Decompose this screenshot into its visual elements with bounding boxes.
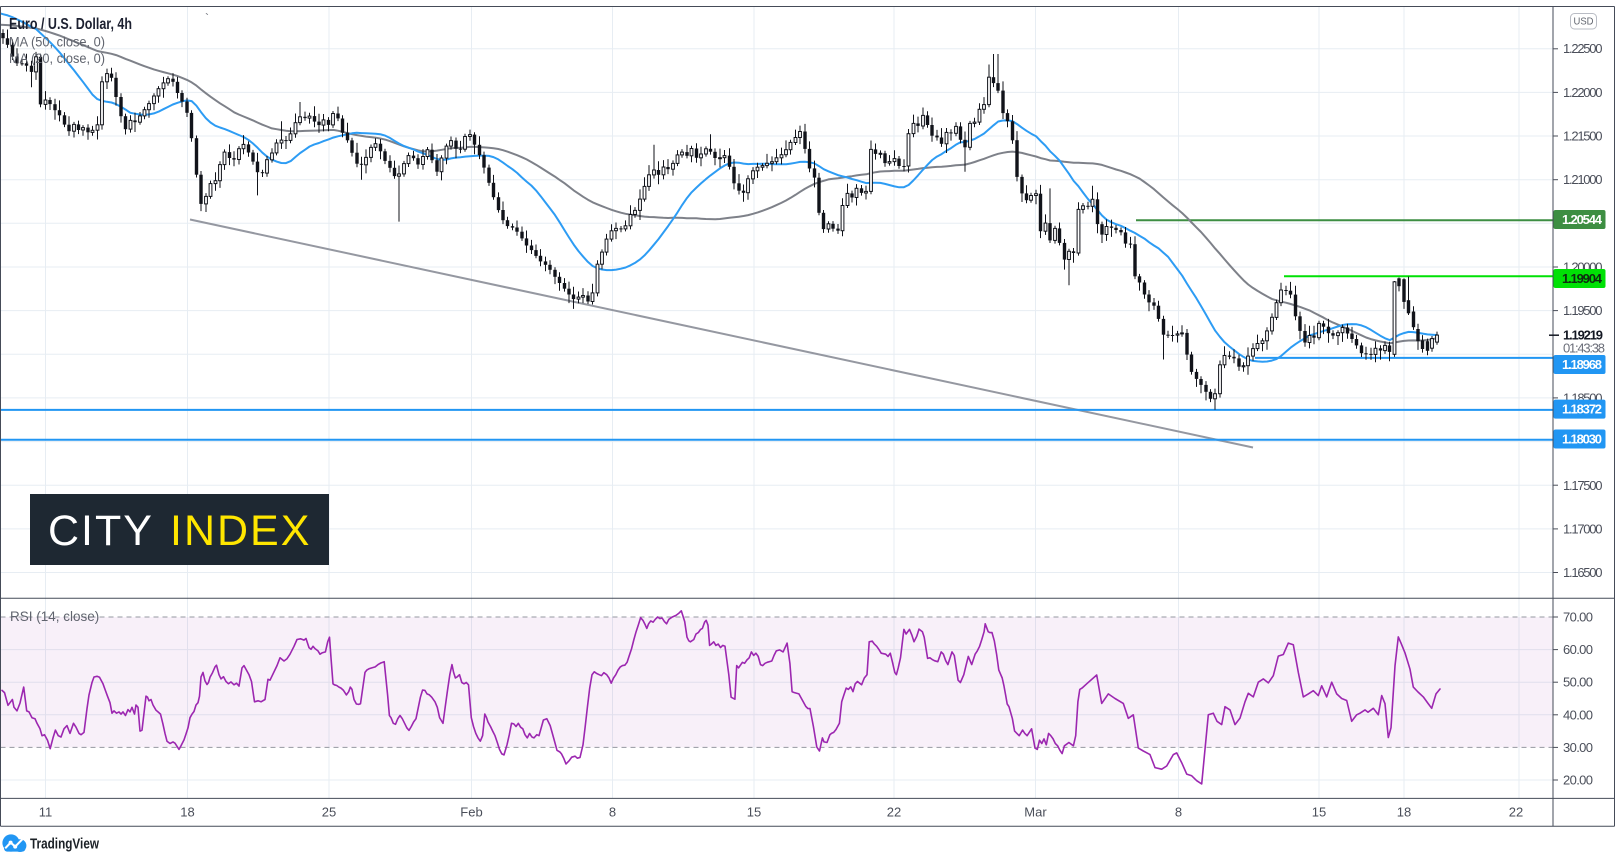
svg-text:USD: USD [1574,16,1594,28]
svg-text:50.00: 50.00 [1563,675,1593,690]
svg-text:22: 22 [1509,805,1523,820]
svg-text:1.17500: 1.17500 [1563,478,1603,493]
svg-text:11: 11 [39,805,53,820]
svg-text:1.20544: 1.20544 [1562,212,1603,227]
svg-text:1.18030: 1.18030 [1562,432,1602,447]
svg-text:1.19219: 1.19219 [1563,328,1603,343]
svg-text:25: 25 [322,805,336,820]
svg-text:8: 8 [1175,805,1182,820]
svg-text:60.00: 60.00 [1563,642,1593,657]
svg-text:1.19500: 1.19500 [1563,303,1603,318]
svg-text:Euro / U.S. Dollar, 4h: Euro / U.S. Dollar, 4h [9,16,132,33]
svg-text:1.17000: 1.17000 [1563,521,1603,536]
svg-text:MA (50, close, 0): MA (50, close, 0) [9,34,105,50]
svg-text:18: 18 [180,805,194,820]
svg-text:Mar: Mar [1024,805,1047,820]
svg-text:1.21500: 1.21500 [1563,129,1603,144]
svg-text:8: 8 [609,805,616,820]
svg-text:1.16500: 1.16500 [1563,565,1603,580]
svg-text:MA (20, close, 0): MA (20, close, 0) [9,50,105,66]
svg-text:Feb: Feb [460,805,482,820]
svg-text:70.00: 70.00 [1563,610,1593,625]
svg-text:TradingView: TradingView [30,836,99,853]
svg-text:1.18968: 1.18968 [1562,357,1602,372]
svg-text:15: 15 [1312,805,1326,820]
svg-text:1.22000: 1.22000 [1563,85,1603,100]
svg-text:CITY: CITY [48,507,154,555]
svg-text:`: ` [205,11,209,25]
svg-text:1.22500: 1.22500 [1563,41,1603,56]
svg-text:22: 22 [887,805,901,820]
svg-text:1.19904: 1.19904 [1562,271,1603,286]
svg-text:15: 15 [747,805,761,820]
svg-text:01:43:38: 01:43:38 [1563,341,1605,356]
svg-text:40.00: 40.00 [1563,707,1593,722]
svg-text:18: 18 [1397,805,1411,820]
svg-text:1.18372: 1.18372 [1562,402,1602,417]
svg-text:RSI (14, close): RSI (14, close) [10,609,99,624]
svg-text:20.00: 20.00 [1563,773,1593,788]
svg-text:30.00: 30.00 [1563,740,1593,755]
svg-text:INDEX: INDEX [170,507,311,555]
svg-text:1.21000: 1.21000 [1563,172,1603,187]
